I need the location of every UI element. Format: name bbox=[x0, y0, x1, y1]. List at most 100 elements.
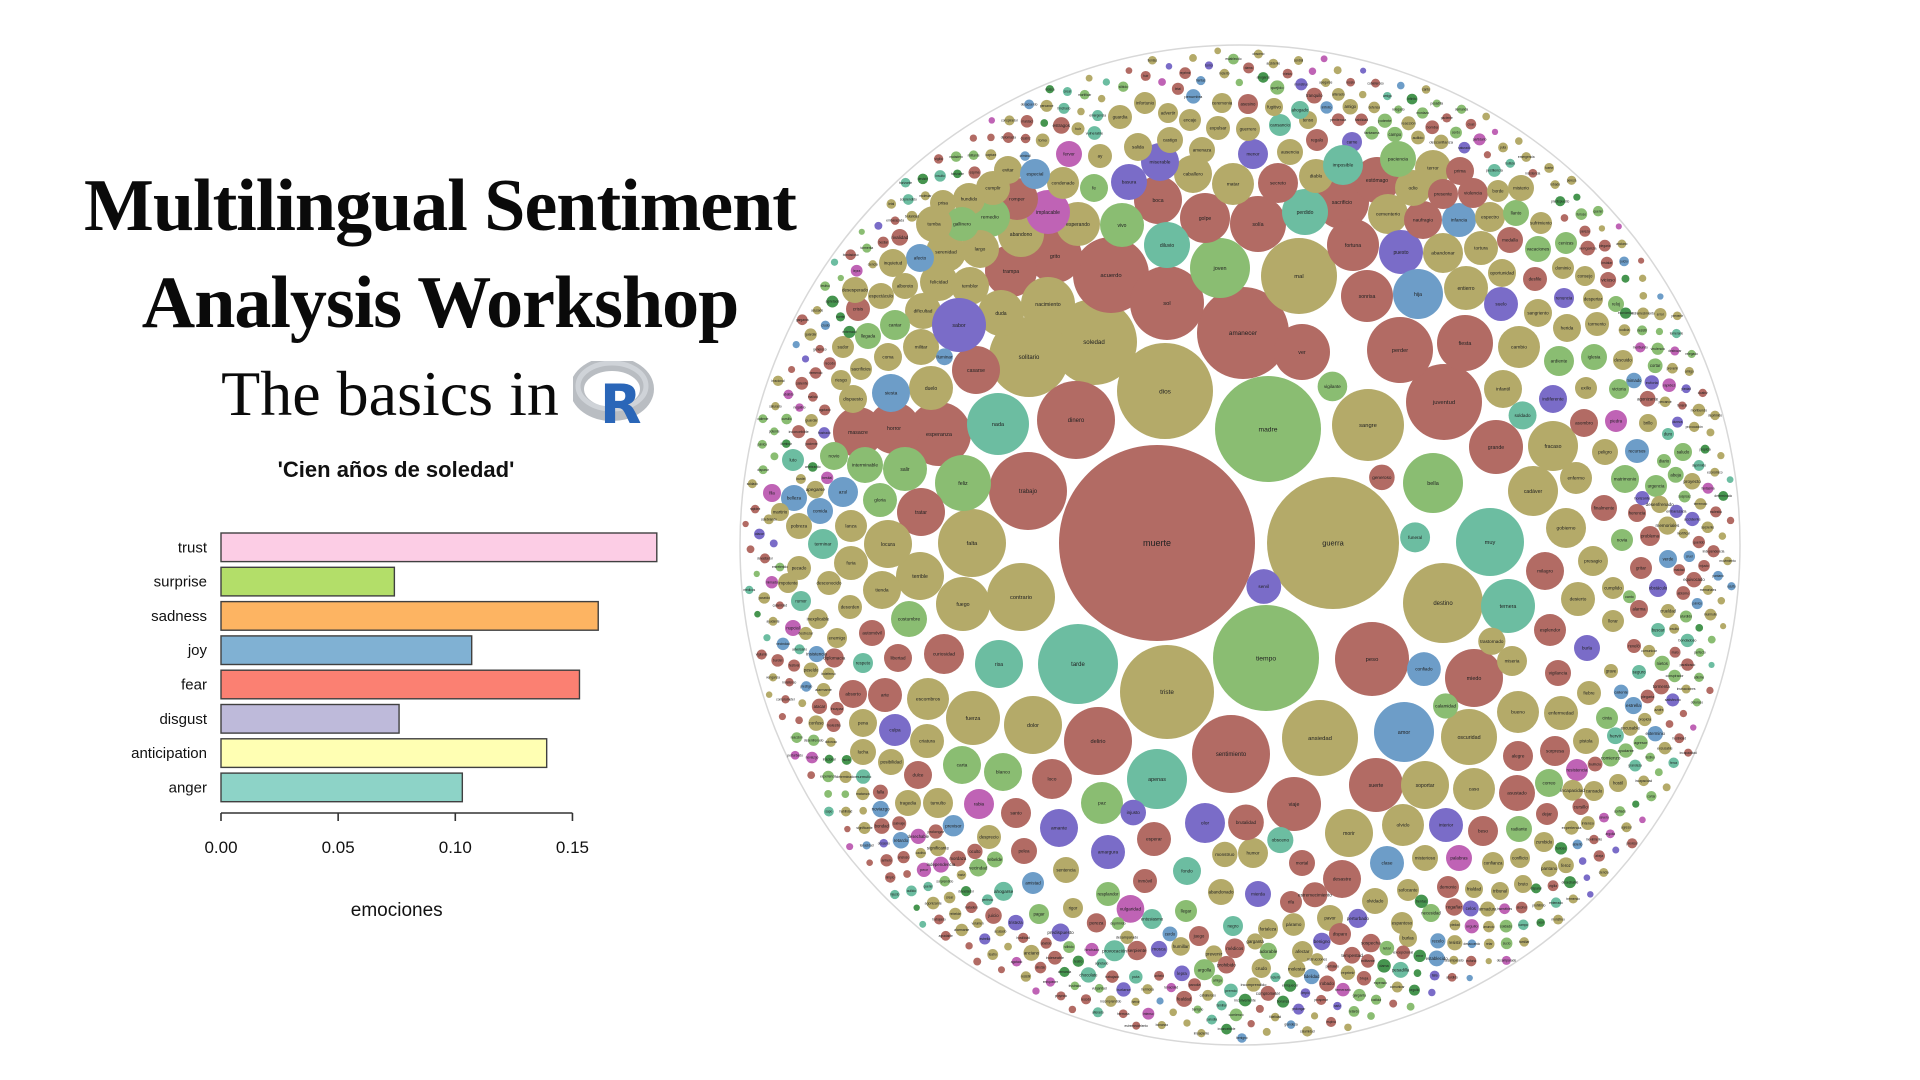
fringe-bubble bbox=[862, 243, 872, 253]
word-bubble-label: interior bbox=[1439, 823, 1454, 829]
word-bubble bbox=[1544, 696, 1578, 730]
fringe-bubble bbox=[1367, 1012, 1375, 1020]
fringe-bubble bbox=[1462, 900, 1479, 917]
word-bubble bbox=[1526, 552, 1564, 590]
fringe-bubble-label: recelo bbox=[1346, 80, 1355, 84]
word-bubble-label: tumulto bbox=[930, 801, 946, 806]
word-bubble bbox=[1134, 176, 1182, 224]
word-bubble bbox=[1315, 175, 1369, 229]
word-bubble-label: beso bbox=[1478, 829, 1488, 834]
fringe-bubble bbox=[1662, 783, 1671, 792]
fringe-bubble bbox=[1658, 516, 1677, 535]
word-bubble bbox=[1197, 287, 1289, 379]
word-bubble-label: duro bbox=[1664, 431, 1673, 436]
fringe-bubble bbox=[1563, 876, 1576, 889]
fringe-bubble bbox=[1344, 1023, 1352, 1032]
fringe-bubble-label: comunicar bbox=[1390, 985, 1406, 989]
fringe-bubble bbox=[795, 716, 803, 725]
fringe-bubble bbox=[1052, 117, 1070, 134]
word-bubble-label: terror bbox=[1427, 166, 1439, 172]
fringe-bubble-label: captura bbox=[986, 153, 997, 157]
word-bubble-label: sofocante bbox=[1398, 888, 1418, 893]
word-bubble-label: infortunio bbox=[1136, 101, 1155, 106]
fringe-bubble-label: campo bbox=[1519, 923, 1529, 927]
fringe-bubble-label: infinito bbox=[1407, 97, 1416, 101]
fringe-bubble-label: saturado bbox=[1458, 146, 1471, 150]
fringe-bubble-label: abeja bbox=[1670, 472, 1681, 477]
fringe-bubble bbox=[807, 771, 816, 780]
word-bubble-label: peso bbox=[1366, 657, 1379, 663]
word-bubble-label: diablo bbox=[1310, 174, 1323, 180]
fringe-bubble bbox=[1157, 1020, 1166, 1030]
fringe-bubble bbox=[1701, 521, 1714, 534]
word-bubble-label: horror bbox=[887, 426, 901, 432]
word-bubble-label: presagio bbox=[1584, 559, 1602, 564]
word-bubble-label: saludo bbox=[1677, 450, 1690, 455]
fringe-bubble bbox=[1048, 950, 1062, 965]
word-bubble bbox=[1611, 529, 1633, 551]
word-bubble bbox=[1640, 526, 1660, 546]
word-bubble-label: medalla bbox=[1502, 238, 1518, 243]
word-bubble bbox=[782, 449, 804, 471]
fringe-bubble-label: reacción bbox=[1401, 121, 1416, 126]
word-bubble-label: muy bbox=[1485, 540, 1496, 546]
fringe-bubble-label: enriquecer bbox=[1043, 980, 1059, 984]
fringe-bubble-label: rapidez bbox=[1663, 383, 1675, 387]
word-bubble bbox=[787, 556, 811, 580]
fringe-bubble bbox=[1669, 623, 1680, 634]
fringe-bubble bbox=[1243, 62, 1255, 74]
fringe-bubble bbox=[1687, 349, 1696, 359]
word-bubble-label: matar bbox=[1227, 182, 1240, 188]
fringe-bubble bbox=[1635, 491, 1650, 506]
fringe-bubble bbox=[1599, 867, 1609, 877]
fringe-bubble bbox=[1237, 1033, 1247, 1043]
word-bubble bbox=[906, 244, 934, 272]
fringe-bubble-label: significante bbox=[856, 826, 872, 830]
fringe-bubble-label: hinchado bbox=[1084, 948, 1099, 952]
word-bubble-label: suelo bbox=[1495, 302, 1507, 308]
fringe-bubble bbox=[1045, 85, 1054, 94]
fringe-bubble bbox=[873, 818, 890, 834]
fringe-bubble bbox=[1072, 955, 1084, 967]
fringe-bubble-label: bondadoso bbox=[843, 253, 859, 257]
fringe-bubble bbox=[1320, 101, 1333, 114]
word-bubble bbox=[946, 691, 1000, 745]
fringe-bubble bbox=[965, 942, 973, 950]
fringe-bubble bbox=[1693, 459, 1705, 471]
word-bubble bbox=[1674, 443, 1692, 461]
word-bubble bbox=[951, 267, 989, 305]
fringe-bubble-label: bullicio bbox=[1589, 761, 1602, 766]
fringe-bubble bbox=[1331, 113, 1345, 127]
fringe-bubble bbox=[1040, 99, 1053, 112]
word-bubble-label: miedo bbox=[1467, 676, 1482, 682]
fringe-bubble bbox=[1508, 401, 1537, 430]
word-bubble-label: sacrificios bbox=[851, 367, 871, 372]
fringe-bubble bbox=[942, 814, 965, 837]
word-bubble bbox=[935, 455, 991, 511]
word-bubble bbox=[820, 442, 848, 470]
fringe-bubble bbox=[943, 891, 956, 904]
word-bubble bbox=[1100, 203, 1144, 247]
fringe-bubble bbox=[1340, 965, 1356, 980]
fringe-bubble-label: mosca bbox=[1152, 947, 1166, 952]
fringe-bubble bbox=[835, 312, 846, 322]
fringe-bubble bbox=[1308, 67, 1317, 75]
fringe-bubble bbox=[1189, 54, 1197, 62]
fringe-bubble bbox=[778, 713, 786, 721]
fringe-bubble-label: poseído bbox=[804, 667, 819, 672]
fringe-bubble bbox=[1445, 898, 1463, 916]
word-bubble-label: esperando bbox=[1066, 222, 1090, 228]
fringe-bubble bbox=[823, 357, 837, 370]
word-bubble-label: desesperado bbox=[842, 288, 869, 293]
fringe-bubble bbox=[1568, 894, 1578, 904]
word-bubble bbox=[850, 358, 872, 380]
fringe-bubble bbox=[820, 320, 831, 330]
fringe-bubble bbox=[824, 754, 834, 764]
fringe-bubble-label: tranquilo bbox=[1306, 93, 1323, 98]
fringe-bubble-label: sorprendido bbox=[936, 879, 953, 883]
fringe-bubble bbox=[1580, 240, 1596, 256]
fringe-bubble bbox=[1686, 572, 1702, 588]
fringe-bubble bbox=[788, 365, 796, 374]
word-bubble bbox=[785, 620, 801, 636]
fringe-bubble bbox=[1544, 163, 1555, 173]
